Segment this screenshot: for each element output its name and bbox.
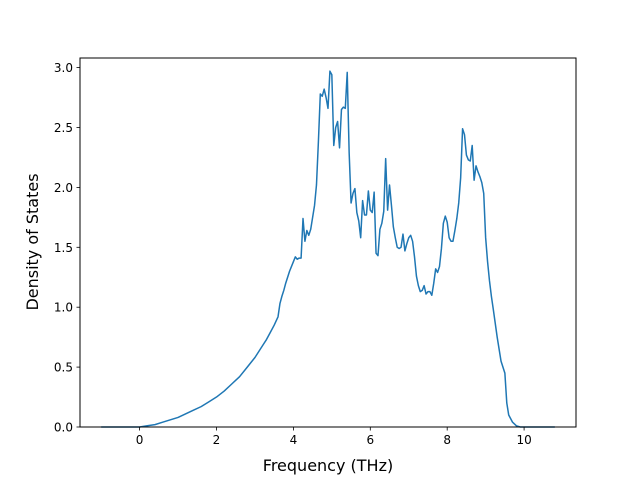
- y-tick-label: 0.0: [54, 421, 73, 435]
- dos-series-line: [101, 70, 555, 428]
- y-tick-label: 3.0: [54, 61, 73, 75]
- y-tick-label: 0.5: [54, 361, 73, 375]
- y-axis-ticks: 0.0 0.5 1.0 1.5 2.0 2.5 3.0: [54, 61, 80, 435]
- y-tick-label: 2.5: [54, 121, 73, 135]
- x-axis-label: Frequency (THz): [263, 456, 393, 475]
- x-tick-label: 10: [516, 433, 531, 447]
- y-tick-label: 1.0: [54, 301, 73, 315]
- series-layer: [101, 70, 555, 428]
- x-tick-label: 6: [366, 433, 374, 447]
- axes-frame: [79, 57, 577, 428]
- x-tick-label: 2: [213, 433, 221, 447]
- y-tick-label: 1.5: [54, 241, 73, 255]
- x-tick-label: 8: [443, 433, 451, 447]
- y-tick-label: 2.0: [54, 181, 73, 195]
- x-tick-label: 4: [290, 433, 298, 447]
- x-axis-ticks: 0 2 4 6 8 10: [136, 427, 532, 447]
- y-axis-label: Density of States: [23, 173, 42, 310]
- x-tick-label: 0: [136, 433, 144, 447]
